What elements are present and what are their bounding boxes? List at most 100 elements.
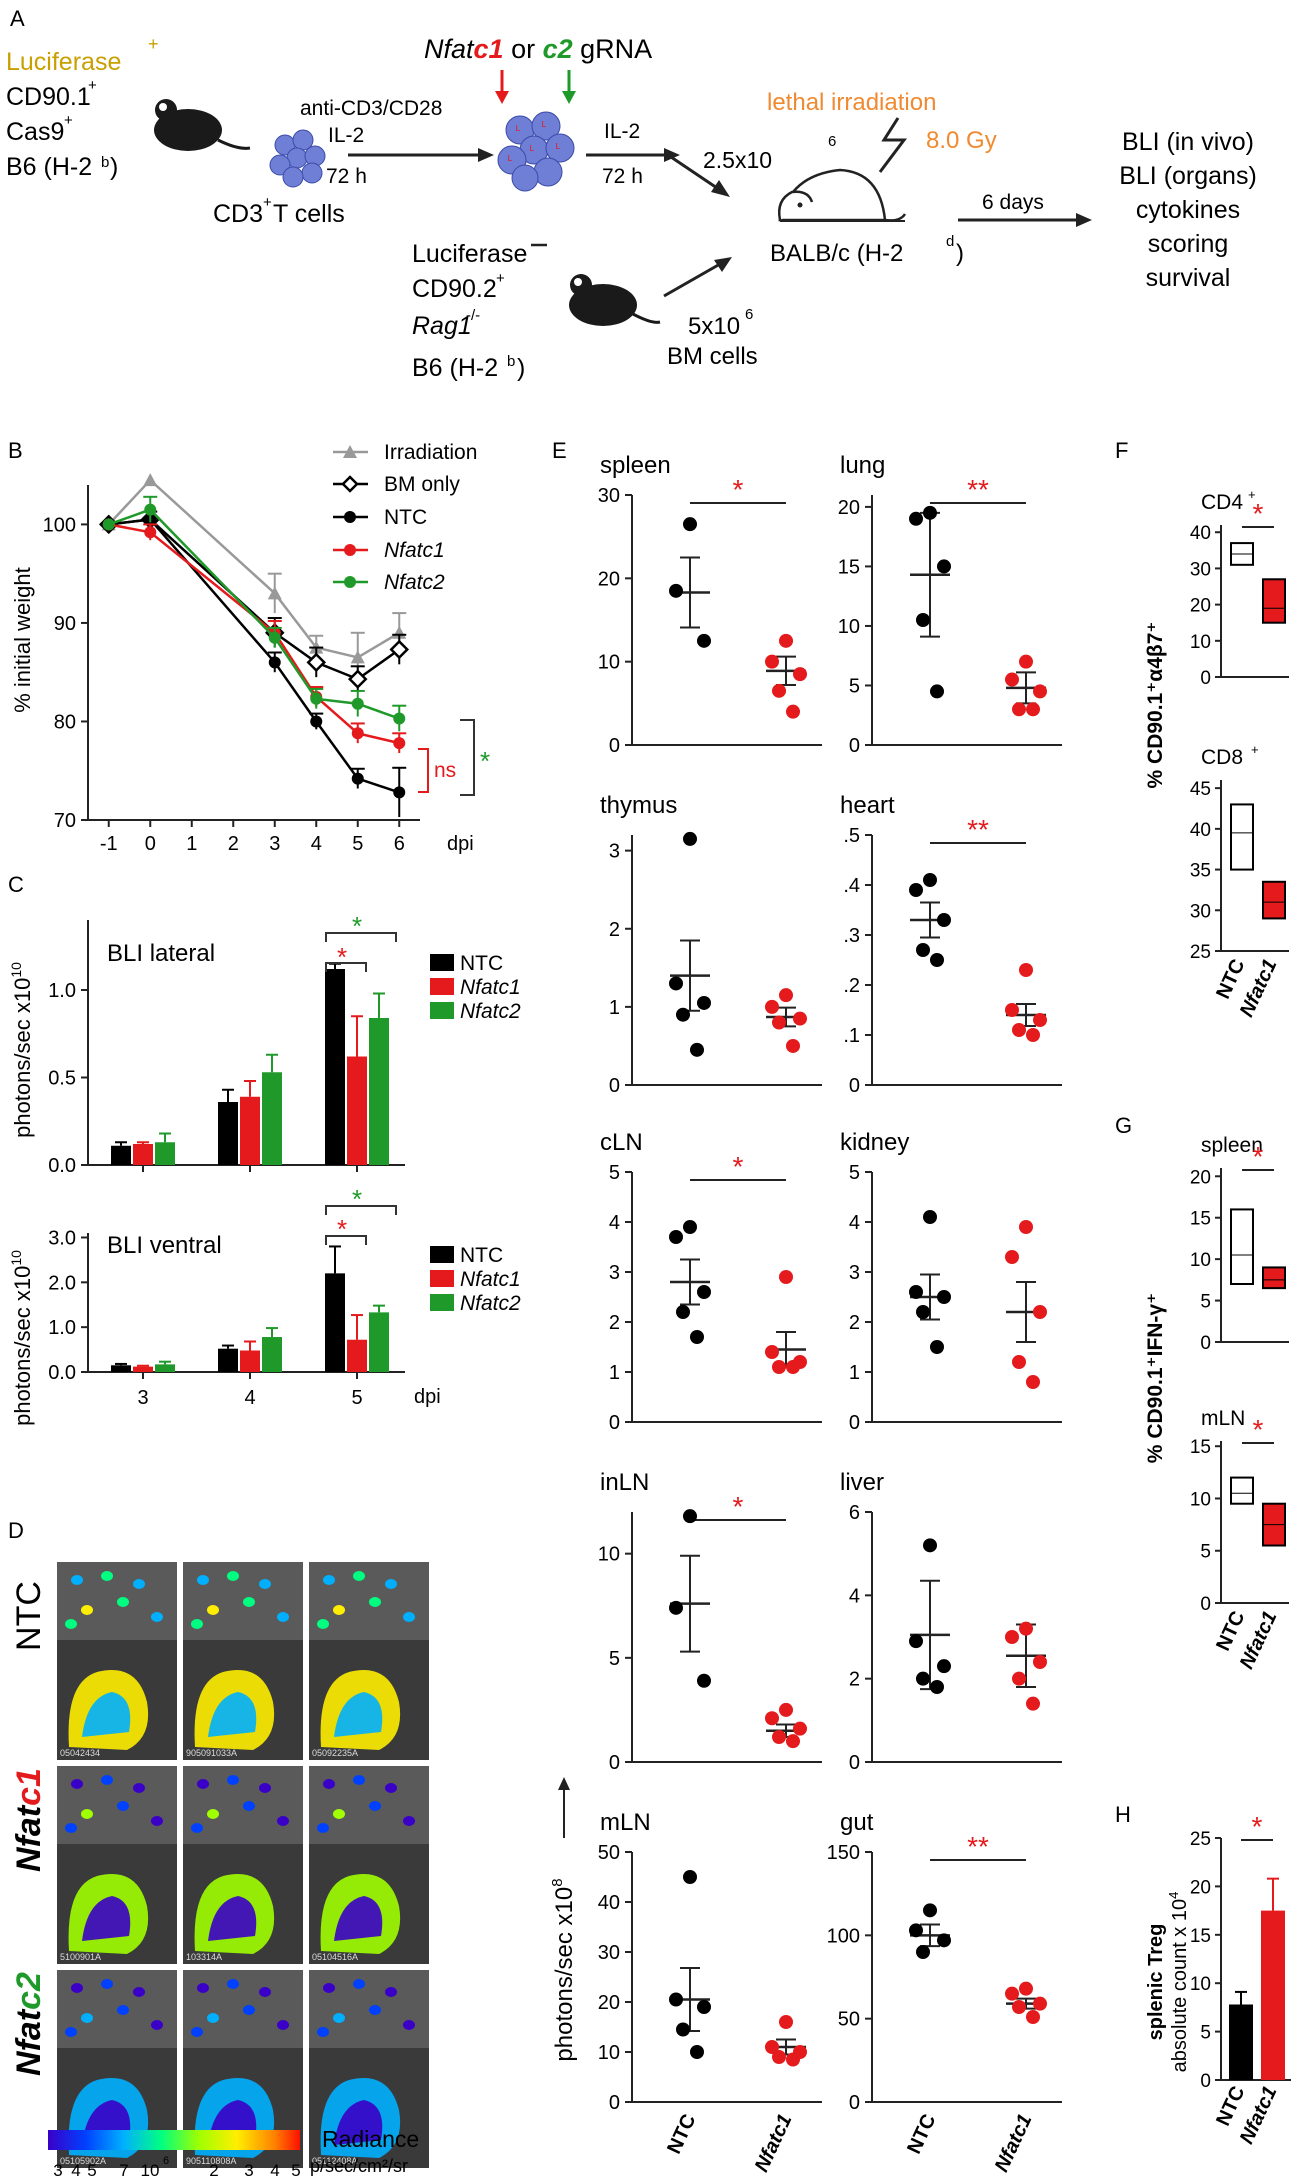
b-star: * xyxy=(480,746,490,776)
bli-organ-signal xyxy=(353,1775,365,1785)
bli-organ-signal xyxy=(71,1575,83,1585)
donor1-cas9: Cas9 xyxy=(6,118,64,146)
e-ytick-label: 20 xyxy=(598,1992,620,2014)
bli-organ-tray xyxy=(183,1970,303,2048)
e-point-ntc xyxy=(937,913,951,927)
organ-title-spleen: spleen xyxy=(600,452,671,479)
panel-c: C photons/sec x1010 photons/sec x1010 BL… xyxy=(8,872,521,1426)
bli-organ-tray xyxy=(309,1562,429,1640)
e-ytick-label: 0 xyxy=(849,735,860,757)
bli-organ-signal xyxy=(151,1612,163,1622)
b-point xyxy=(268,631,281,644)
irradiation-dose: 8.0 Gy xyxy=(926,127,997,154)
organ-title-kidney: kidney xyxy=(840,1129,909,1156)
radiance-tick: 3 xyxy=(53,2161,62,2179)
b-xtick-label: 4 xyxy=(311,833,322,855)
bli-organ-signal xyxy=(323,1983,335,1993)
e-point-nfatc1 xyxy=(765,999,779,1014)
g-subtitle: spleen xyxy=(1201,1134,1263,1157)
e-point-ntc xyxy=(930,1680,944,1694)
e-point-nfatc1 xyxy=(1005,672,1019,687)
e-point-ntc xyxy=(937,559,951,574)
e-point-ntc xyxy=(697,2000,711,2014)
e-point-ntc xyxy=(676,1007,690,1022)
e-point-ntc xyxy=(923,505,937,520)
e-ytick-label: 2 xyxy=(849,1669,860,1691)
svg-text:ᴸ: ᴸ xyxy=(542,119,546,133)
g-ytick-label: 15 xyxy=(1190,1209,1211,1230)
radiance-tick: 10 xyxy=(141,2161,160,2179)
e-point-nfatc1 xyxy=(793,1011,807,1026)
e-ytick-label: 0 xyxy=(849,1412,860,1434)
d-row-ntc: NTC xyxy=(10,1581,48,1651)
legend-nfatc1-marker xyxy=(344,544,356,556)
e-ytick-label: 10 xyxy=(598,652,620,674)
donor2-rag-sup: -/- xyxy=(466,307,480,324)
bli-organ-signal xyxy=(277,2020,289,2030)
bli-organ-signal xyxy=(323,1779,335,1789)
bli-organ-signal xyxy=(81,2013,93,2023)
h-bar-nfatc1 xyxy=(1261,1910,1285,2080)
c-sig-bottom: * * xyxy=(325,1184,397,1245)
bli-body-signal xyxy=(334,2100,383,2145)
bli-organ-signal xyxy=(133,1579,145,1589)
radiance-tick: 3 xyxy=(244,2161,253,2179)
weight-chart: 70 80 90 100 -1 0 1 2 3 4 5 6 xyxy=(43,473,420,855)
e-point-nfatc1 xyxy=(1019,654,1033,669)
c-legend-nfatc2-2: Nfatc2 xyxy=(460,1292,521,1315)
h-ytick-label: 25 xyxy=(1190,1829,1211,1850)
e-point-nfatc1 xyxy=(779,1702,793,1717)
c-bottom-title: BLI ventral xyxy=(107,1232,222,1259)
f-ytick-label: 25 xyxy=(1190,942,1211,963)
donor1-cas9-plus: + xyxy=(64,112,73,129)
bli-organ-signal xyxy=(243,1597,255,1607)
g-ytick-label: 5 xyxy=(1200,1292,1211,1313)
bli-body-signal xyxy=(82,1896,131,1941)
e-point-ntc xyxy=(683,831,697,846)
e-ytick-label: 10 xyxy=(598,1544,620,1566)
e-point-nfatc1 xyxy=(1005,1003,1019,1017)
e-point-ntc xyxy=(697,995,711,1010)
c-bot-bar-nfatc2 xyxy=(262,1337,282,1372)
e-point-ntc xyxy=(937,1290,951,1304)
e-point-nfatc1 xyxy=(1033,1013,1047,1027)
bli-organ-signal xyxy=(117,1801,129,1811)
bli-organ-signal xyxy=(277,1612,289,1622)
radiance-tick: 2 xyxy=(209,2161,218,2179)
radiance-colorbar xyxy=(48,2130,300,2150)
e-point-nfatc1 xyxy=(765,2040,779,2054)
c-top-ytick-label: 1.0 xyxy=(48,980,76,1002)
c-bot-bar-ntc xyxy=(218,1348,238,1372)
e-xcat-ntc: NTC xyxy=(663,2111,700,2158)
g-ytick-label: 20 xyxy=(1190,1167,1211,1188)
f-bar-nfatc1 xyxy=(1262,880,1286,920)
bli-organ-signal xyxy=(317,2027,329,2037)
f-ytick-label: 30 xyxy=(1190,901,1211,922)
e-point-nfatc1 xyxy=(1019,1981,1033,1996)
c-top-title: BLI lateral xyxy=(107,940,215,967)
radiance-units: p/sec/cm²/sr xyxy=(310,2156,408,2176)
bli-image-grid: 05042434 905091033A 05092235A 5100901A 10331… xyxy=(57,1562,429,2168)
donor1-luciferase: Luciferase xyxy=(6,48,121,76)
bli-organ-signal xyxy=(403,1612,415,1622)
bli-organ-signal xyxy=(385,1987,397,1997)
e-point-nfatc1 xyxy=(1019,1220,1033,1234)
f-ytick-label: 35 xyxy=(1190,861,1211,882)
panel-b-letter: B xyxy=(8,438,23,463)
b-line-nfatc2 xyxy=(108,508,400,720)
g-sig-star: * xyxy=(1253,1414,1264,1445)
e-ytick-label: 5 xyxy=(609,1162,620,1184)
bli-organ-signal xyxy=(65,2027,77,2037)
red-arrow-head xyxy=(495,91,509,104)
bli-body-signal xyxy=(334,1896,383,1941)
bli-organ-tray xyxy=(183,1562,303,1640)
f-subtitle: CD4 xyxy=(1201,491,1243,514)
e-point-nfatc1 xyxy=(1012,1355,1026,1369)
b-xlabel: dpi xyxy=(447,833,474,855)
bli-organ-signal xyxy=(101,1571,113,1581)
f-ytick-label: 45 xyxy=(1190,779,1211,800)
radiance-tick: 4 xyxy=(270,2161,279,2179)
bli-organ-signal xyxy=(333,1605,345,1615)
